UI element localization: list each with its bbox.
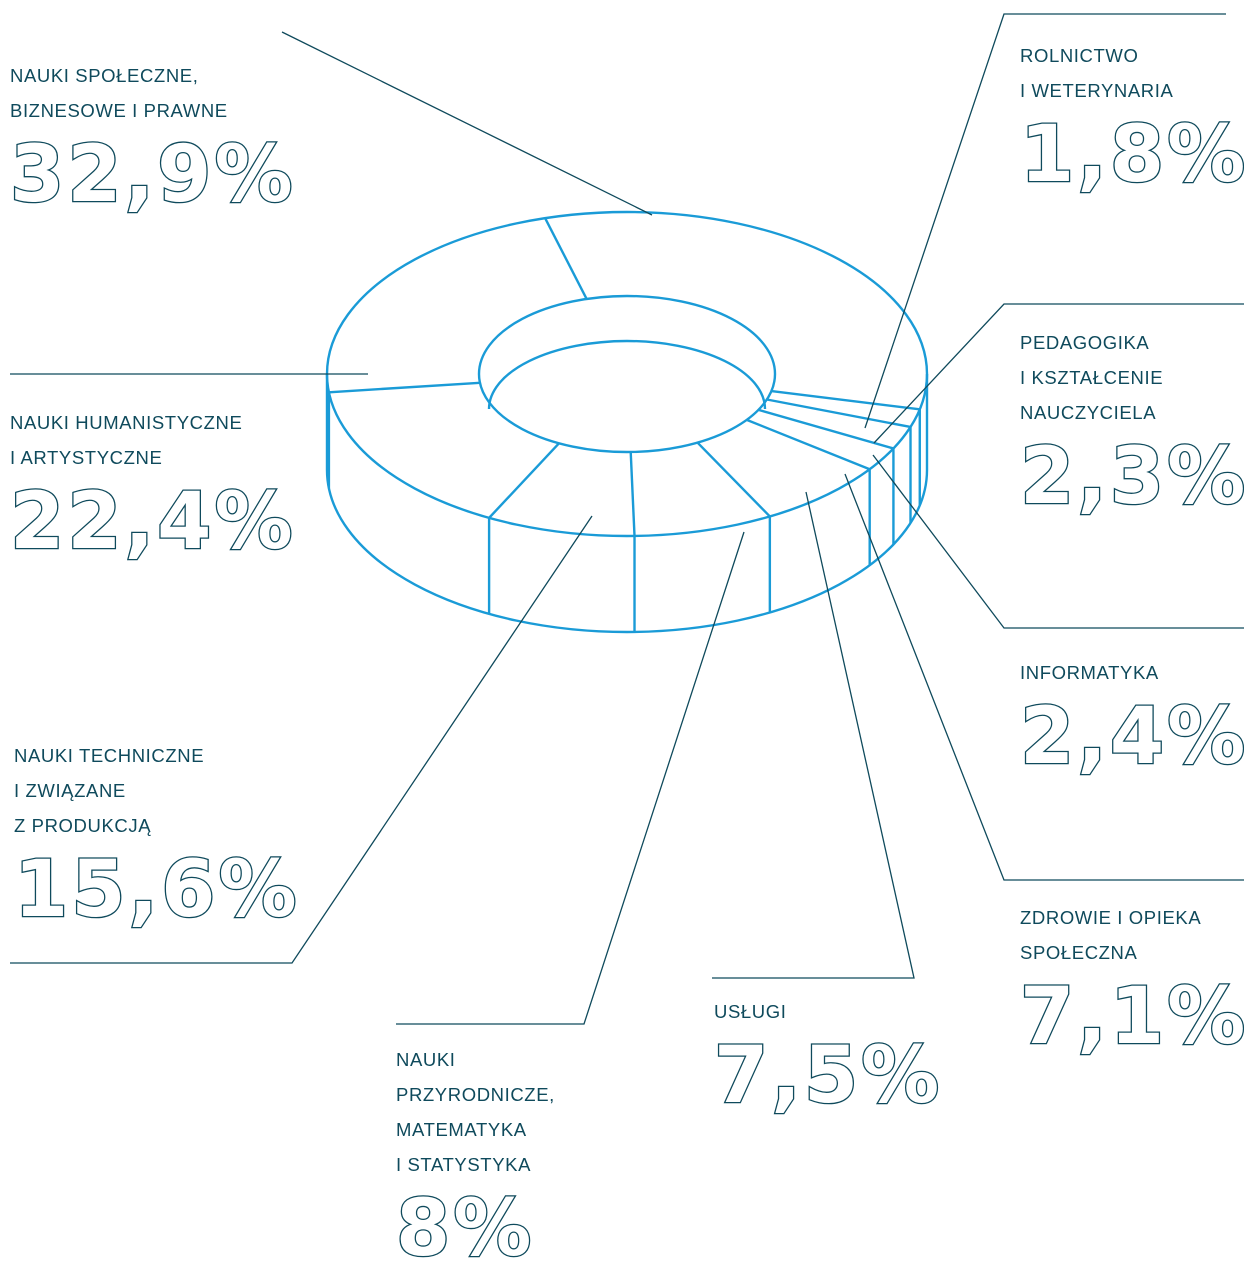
- slice-label-engineering-production: NAUKI TECHNICZNE I ZWIĄZANE Z PRODUKCJĄ …: [13, 738, 300, 935]
- slice-label-humanities-arts: NAUKI HUMANISTYCZNE I ARTYSTYCZNE 22,4%: [9, 405, 296, 567]
- category-label: ROLNICTWO I WETERYNARIA: [1020, 45, 1174, 101]
- percentage-label: 1,8%: [1019, 110, 1244, 200]
- slice-divider-top: [746, 418, 871, 471]
- leader-line-social: [281, 31, 653, 216]
- percentage-label: 7,5%: [713, 1031, 943, 1121]
- slice-divider-top: [771, 389, 920, 411]
- slice-label-social-business-law: NAUKI SPOŁECZNE, BIZNESOWE I PRAWNE 32,9…: [9, 58, 296, 220]
- category-label: NAUKI SPOŁECZNE, BIZNESOWE I PRAWNE: [10, 65, 228, 121]
- leader-line-engineering: [10, 515, 593, 964]
- slice-label-education: PEDAGOGIKA I KSZTAŁCENIE NAUCZYCIELA 2,3…: [1019, 325, 1244, 522]
- slice-label-ict: INFORMATYKA 2,4%: [1019, 655, 1244, 782]
- slice-label-natural-sciences-math-stats: NAUKI PRZYRODNICZE, MATEMATYKA I STATYST…: [395, 1042, 555, 1265]
- percentage-label: 7,1%: [1019, 972, 1244, 1062]
- category-label: NAUKI HUMANISTYCZNE I ARTYSTYCZNE: [10, 412, 243, 468]
- donut-outer-bottom-edge: [325, 469, 929, 634]
- slice-label-services: USŁUGI 7,5%: [713, 994, 943, 1121]
- percentage-label: 8%: [395, 1184, 535, 1265]
- donut-dividers: [327, 217, 921, 632]
- leader-line-health: [844, 473, 1244, 881]
- category-label: INFORMATYKA: [1020, 662, 1159, 683]
- leader-line-education: [873, 303, 1244, 444]
- category-label: PEDAGOGIKA I KSZTAŁCENIE NAUCZYCIELA: [1020, 332, 1164, 423]
- leader-line-services: [712, 491, 915, 979]
- leader-line-agriculture: [864, 13, 1226, 429]
- percentage-label: 2,4%: [1019, 692, 1244, 782]
- slice-divider-top: [766, 398, 911, 429]
- slice-divider-top: [629, 451, 636, 537]
- slice-divider-top: [328, 381, 481, 394]
- slice-divider-top: [758, 408, 894, 450]
- donut-body: [325, 210, 929, 634]
- donut-hole-top-arc: [487, 339, 767, 410]
- category-label: NAUKI PRZYRODNICZE, MATEMATYKA I STATYST…: [396, 1049, 555, 1175]
- percentage-label: 2,3%: [1019, 432, 1244, 522]
- donut-inner-hole-edge: [477, 294, 777, 454]
- leader-line-natural-sciences: [396, 531, 745, 1025]
- slice-divider-top: [544, 217, 588, 300]
- donut-outer-top-edge: [325, 210, 929, 538]
- slice-label-agriculture-veterinary: ROLNICTWO I WETERYNARIA 1,8%: [1019, 38, 1244, 200]
- slice-divider-top: [696, 441, 771, 518]
- category-label: ZDROWIE I OPIEKA SPOŁECZNA: [1020, 907, 1202, 963]
- slice-divider-top: [488, 442, 560, 519]
- percentage-label: 22,4%: [9, 477, 296, 567]
- category-label: USŁUGI: [714, 1001, 787, 1022]
- category-label: NAUKI TECHNICZNE I ZWIĄZANE Z PRODUKCJĄ: [14, 745, 205, 836]
- percentage-label: 32,9%: [9, 130, 296, 220]
- leader-line-ict: [872, 454, 1244, 629]
- percentage-label: 15,6%: [13, 845, 300, 935]
- leader-lines: [10, 13, 1244, 1025]
- slice-label-health-welfare: ZDROWIE I OPIEKA SPOŁECZNA 7,1%: [1019, 900, 1244, 1062]
